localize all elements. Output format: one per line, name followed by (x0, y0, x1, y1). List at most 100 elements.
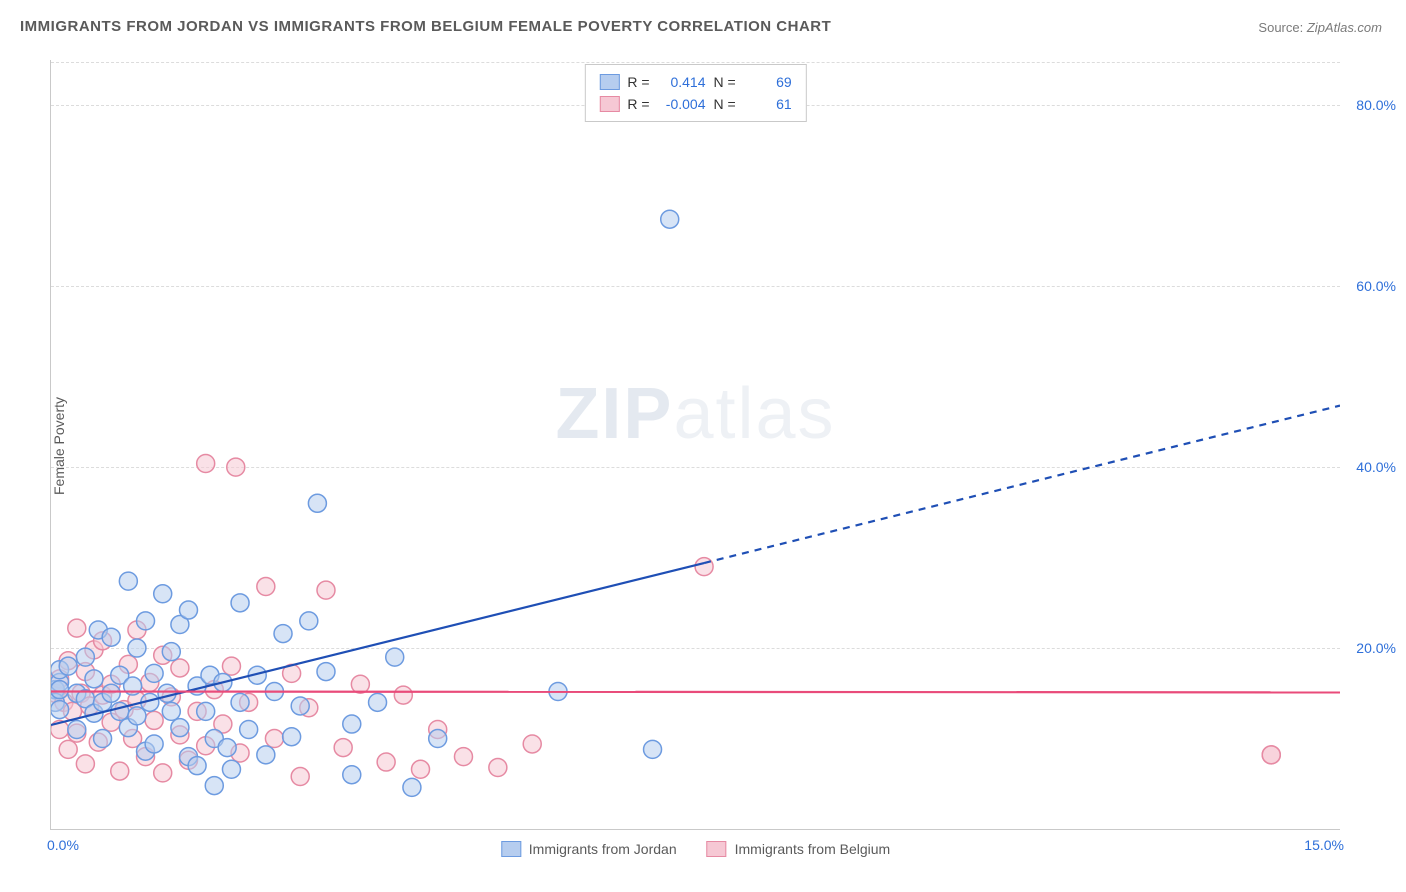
data-point (188, 757, 206, 775)
chart-svg-overlay (51, 60, 1340, 829)
correlation-stats-box: R = 0.414 N = 69 R = -0.004 N = 61 (584, 64, 806, 122)
x-tick-label: 15.0% (1304, 837, 1344, 853)
swatch-belgium (599, 96, 619, 112)
data-point (111, 702, 129, 720)
data-point (257, 578, 275, 596)
data-point (102, 628, 120, 646)
data-point (523, 735, 541, 753)
n-label: N = (714, 93, 736, 115)
data-point (59, 740, 77, 758)
y-tick-label: 40.0% (1346, 459, 1396, 475)
data-point (85, 670, 103, 688)
data-point (231, 594, 249, 612)
data-point (158, 684, 176, 702)
n-value-belgium: 61 (744, 93, 792, 115)
chart-plot-area: ZIPatlas R = 0.414 N = 69 R = -0.004 N =… (50, 60, 1340, 830)
data-point (343, 766, 361, 784)
data-point (412, 760, 430, 778)
data-point (291, 768, 309, 786)
data-point (317, 581, 335, 599)
data-point (377, 753, 395, 771)
data-point (128, 639, 146, 657)
data-point (644, 740, 662, 758)
legend-label-belgium: Immigrants from Belgium (735, 841, 891, 857)
data-point (68, 619, 86, 637)
data-point (128, 707, 146, 725)
legend-item-belgium: Immigrants from Belgium (707, 841, 891, 857)
data-point (489, 758, 507, 776)
data-point (274, 625, 292, 643)
data-point (403, 778, 421, 796)
data-point (94, 730, 112, 748)
data-point (145, 664, 163, 682)
data-point (154, 585, 172, 603)
chart-title: IMMIGRANTS FROM JORDAN VS IMMIGRANTS FRO… (20, 18, 831, 35)
data-point (197, 702, 215, 720)
data-point (222, 760, 240, 778)
legend-label-jordan: Immigrants from Jordan (529, 841, 677, 857)
y-tick-label: 20.0% (1346, 640, 1396, 656)
data-point (162, 643, 180, 661)
data-point (661, 210, 679, 228)
data-point (171, 719, 189, 737)
x-tick-label: 0.0% (47, 837, 79, 853)
data-point (171, 659, 189, 677)
y-tick-label: 60.0% (1346, 278, 1396, 294)
data-point (76, 755, 94, 773)
legend-swatch-belgium (707, 841, 727, 857)
y-tick-label: 80.0% (1346, 97, 1396, 113)
data-point (394, 686, 412, 704)
data-point (218, 739, 236, 757)
data-point (76, 648, 94, 666)
data-point (205, 777, 223, 795)
data-point (351, 675, 369, 693)
data-point (59, 657, 77, 675)
data-point (257, 746, 275, 764)
data-point (283, 728, 301, 746)
data-point (119, 572, 137, 590)
legend-swatch-jordan (501, 841, 521, 857)
data-point (343, 715, 361, 733)
data-point (308, 494, 326, 512)
r-value-belgium: -0.004 (658, 93, 706, 115)
data-point (231, 693, 249, 711)
n-label: N = (714, 71, 736, 93)
data-point (51, 681, 69, 699)
data-point (222, 657, 240, 675)
legend-item-jordan: Immigrants from Jordan (501, 841, 677, 857)
source-attribution: Source: ZipAtlas.com (1258, 20, 1382, 35)
data-point (68, 720, 86, 738)
data-point (334, 739, 352, 757)
data-point (111, 762, 129, 780)
r-label: R = (627, 93, 649, 115)
source-value: ZipAtlas.com (1307, 20, 1382, 35)
data-point (162, 702, 180, 720)
data-point (429, 730, 447, 748)
swatch-jordan (599, 74, 619, 90)
data-point (386, 648, 404, 666)
data-point (1262, 746, 1280, 764)
legend-bottom: Immigrants from Jordan Immigrants from B… (501, 841, 890, 857)
data-point (369, 693, 387, 711)
data-point (454, 748, 472, 766)
stats-row-belgium: R = -0.004 N = 61 (599, 93, 791, 115)
r-value-jordan: 0.414 (658, 71, 706, 93)
data-point (265, 730, 283, 748)
data-point (227, 458, 245, 476)
data-point (317, 663, 335, 681)
data-point (179, 601, 197, 619)
data-point (291, 697, 309, 715)
r-label: R = (627, 71, 649, 93)
source-label: Source: (1258, 20, 1303, 35)
data-point (145, 735, 163, 753)
data-point (154, 764, 172, 782)
stats-row-jordan: R = 0.414 N = 69 (599, 71, 791, 93)
data-point (137, 612, 155, 630)
data-point (197, 454, 215, 472)
data-point (240, 720, 258, 738)
data-point (102, 684, 120, 702)
data-point (51, 701, 69, 719)
data-point (145, 711, 163, 729)
data-point (300, 612, 318, 630)
n-value-jordan: 69 (744, 71, 792, 93)
